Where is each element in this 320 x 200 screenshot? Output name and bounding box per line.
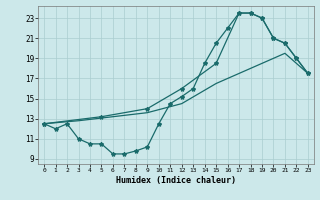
X-axis label: Humidex (Indice chaleur): Humidex (Indice chaleur): [116, 176, 236, 185]
